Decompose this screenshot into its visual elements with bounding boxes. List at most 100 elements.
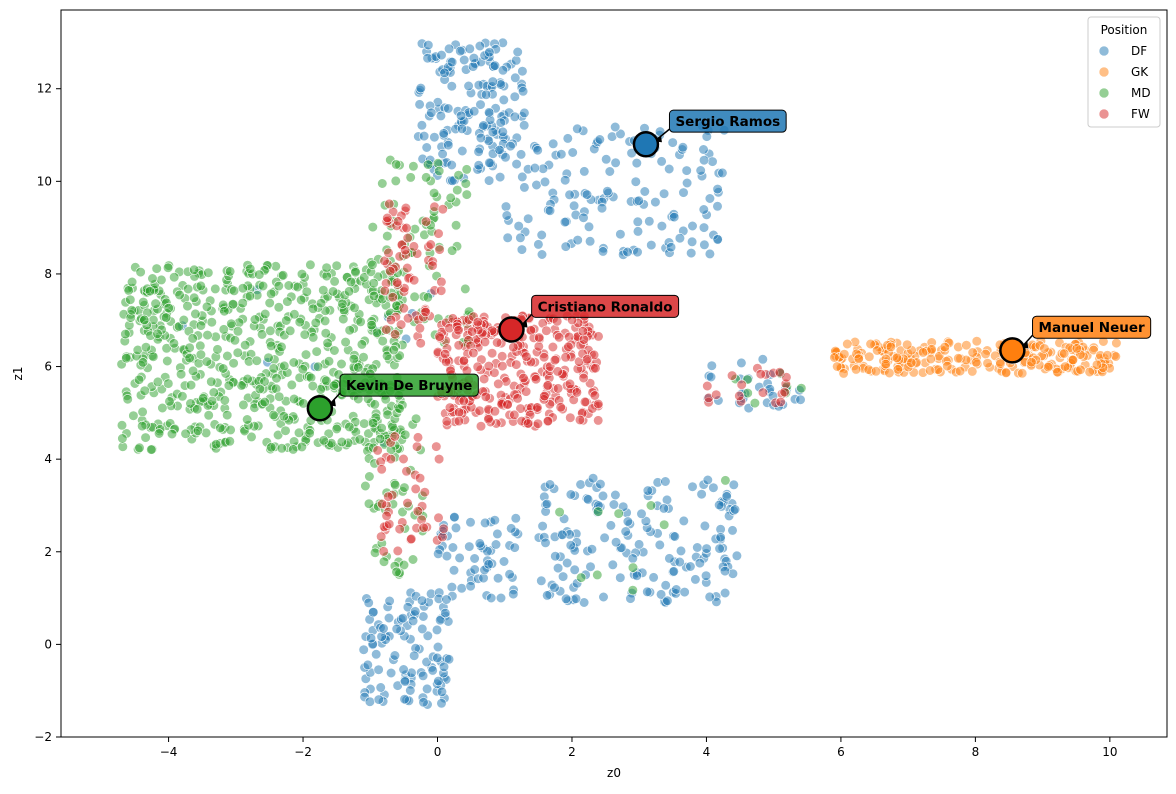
data-point-df (362, 659, 373, 671)
data-point-df (583, 221, 595, 232)
data-point-md (198, 393, 209, 404)
data-point-fw (408, 241, 420, 252)
data-point-md (266, 340, 277, 351)
data-point-df (469, 106, 480, 117)
data-point-md (154, 428, 165, 439)
data-point-md (219, 395, 230, 406)
data-point-df (363, 597, 374, 608)
data-point-md (331, 423, 342, 435)
data-point-md (127, 276, 138, 288)
data-point-df (481, 89, 492, 100)
data-point-gk (1026, 357, 1037, 368)
data-point-fw (387, 292, 398, 303)
data-point-fw (376, 531, 387, 542)
data-point-fw (392, 545, 403, 557)
data-point-df (405, 685, 416, 696)
data-point-df (429, 132, 440, 143)
data-point-df (706, 360, 717, 371)
data-point-df (536, 575, 547, 586)
data-point-md (206, 376, 217, 387)
data-point-md (254, 383, 265, 395)
data-point-df (484, 157, 495, 168)
data-point-gk (1043, 361, 1054, 373)
data-point-md (146, 444, 157, 455)
data-point-df (714, 543, 725, 554)
data-point-df (572, 235, 583, 246)
data-point-md (222, 410, 233, 421)
data-point-df (456, 123, 468, 134)
data-point-df (708, 482, 719, 493)
data-point-md (232, 326, 244, 337)
data-point-df (486, 592, 497, 604)
data-point-df (426, 107, 437, 118)
data-point-fw (393, 216, 404, 227)
data-point-df (557, 571, 569, 582)
data-point-gk (891, 352, 903, 363)
data-point-md (161, 312, 172, 323)
data-point-fw (453, 325, 464, 336)
data-point-md (281, 315, 292, 326)
data-point-md (338, 314, 349, 325)
data-point-df (505, 141, 516, 152)
data-point-md (168, 338, 179, 349)
data-point-df (431, 624, 443, 636)
data-point-df (678, 515, 689, 527)
data-point-df (415, 82, 426, 94)
data-point-md (367, 259, 378, 270)
data-point-md (328, 380, 340, 391)
data-point-df (594, 134, 605, 145)
data-point-df (501, 210, 512, 221)
data-point-df (656, 221, 668, 232)
data-point-fw (468, 347, 479, 359)
highlight-marker (632, 131, 660, 158)
data-point-md (190, 308, 201, 320)
data-point-md (447, 245, 458, 256)
data-point-gk (971, 336, 982, 347)
legend-box (1087, 16, 1161, 128)
data-point-md (307, 380, 318, 392)
data-point-df (687, 481, 698, 492)
data-point-gk (1075, 364, 1086, 375)
data-point-fw (578, 334, 590, 345)
data-point-df (480, 517, 491, 529)
data-point-md (240, 340, 251, 351)
data-point-df (422, 630, 433, 641)
data-point-md (329, 345, 340, 356)
data-point-md (382, 231, 393, 242)
data-point-md (318, 285, 329, 296)
data-point-df (511, 55, 522, 66)
data-point-df (690, 574, 701, 585)
data-point-md (292, 281, 303, 293)
data-point-fw (389, 431, 400, 442)
data-point-md (245, 263, 256, 274)
legend-label-fw: FW (1131, 107, 1150, 121)
data-point-md (152, 376, 163, 388)
data-point-md (137, 421, 148, 432)
data-point-df (484, 107, 495, 118)
data-point-md (300, 349, 312, 360)
data-point-df (536, 229, 547, 241)
data-point-md (266, 442, 277, 453)
data-point-df (627, 553, 638, 564)
data-point-md (137, 357, 148, 368)
data-point-fw (433, 512, 444, 523)
data-point-md (318, 435, 329, 446)
data-point-df (519, 107, 530, 118)
data-point-df (705, 371, 717, 383)
x-tick-label: 0 (434, 745, 442, 759)
data-point-df (512, 46, 523, 58)
data-point-df (660, 476, 671, 487)
data-point-gk (1000, 367, 1012, 378)
data-point-fw (392, 277, 403, 288)
data-point-df (414, 99, 425, 110)
data-point-md (138, 297, 149, 308)
data-point-df (516, 244, 528, 255)
data-point-df (433, 675, 444, 687)
data-point-fw (420, 306, 431, 318)
data-point-md (184, 353, 195, 364)
data-point-df (565, 540, 576, 551)
data-point-gk (953, 353, 964, 364)
data-point-df (416, 120, 428, 131)
data-point-md (304, 428, 315, 439)
